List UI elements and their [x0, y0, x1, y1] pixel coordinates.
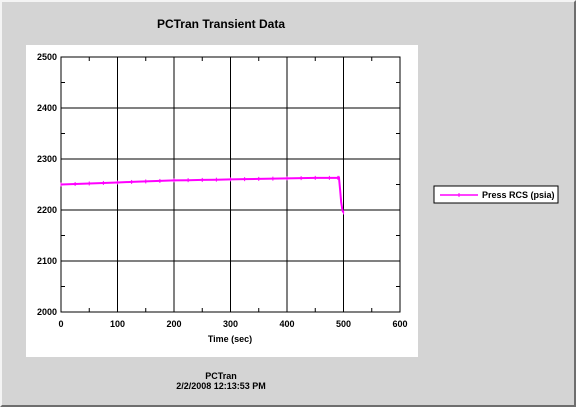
x-tick-label: 0 — [58, 319, 63, 329]
legend[interactable]: Press RCS (psia) — [433, 185, 559, 204]
x-tick-label: 300 — [223, 319, 238, 329]
x-tick-labels: 0 100 200 300 400 500 600 — [58, 319, 407, 329]
legend-swatch — [440, 193, 478, 197]
x-tick-label: 600 — [392, 319, 407, 329]
x-tick-label: 200 — [166, 319, 181, 329]
y-tick-labels: 2000 2100 2200 2300 2400 2500 — [37, 52, 57, 317]
legend-box — [433, 185, 559, 204]
y-tick-label: 2300 — [37, 154, 57, 164]
footer-timestamp: 2/2/2008 12:13:53 PM — [176, 381, 266, 391]
y-tick-label: 2000 — [37, 307, 57, 317]
y-tick-label: 2100 — [37, 256, 57, 266]
y-tick-label: 2400 — [37, 103, 57, 113]
x-axis-label: Time (sec) — [208, 334, 252, 344]
plot-background — [26, 45, 418, 357]
legend-entry-label: Press RCS (psia) — [482, 190, 555, 200]
chart-title: PCTran Transient Data — [157, 17, 285, 31]
x-tick-label: 400 — [279, 319, 294, 329]
x-tick-label: 500 — [336, 319, 351, 329]
series-group — [60, 175, 345, 215]
x-tick-label: 100 — [110, 319, 125, 329]
y-tick-label: 2500 — [37, 52, 57, 62]
footer-app-name: PCTran — [205, 371, 237, 381]
y-tick-label: 2200 — [37, 205, 57, 215]
